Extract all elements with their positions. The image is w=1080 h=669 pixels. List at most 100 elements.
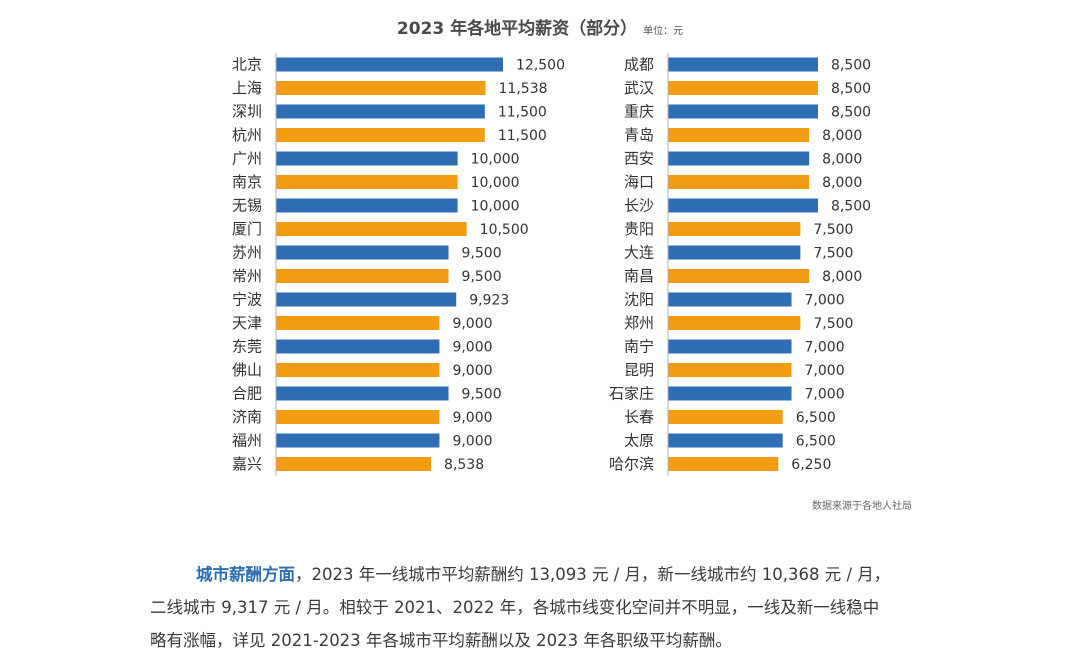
value-label: 8,000	[822, 269, 862, 285]
category-label: 沈阳	[624, 291, 654, 309]
bar	[276, 339, 440, 354]
chart-title-block: 2023 年各地平均薪资（部分） 单位：元	[0, 14, 1080, 39]
bar	[276, 104, 485, 119]
category-label: 郑州	[624, 314, 654, 332]
salary-chart: 2023 年各地平均薪资（部分） 单位：元 北京 12,500 上海 11,538 深圳 1…	[0, 14, 1080, 512]
bar	[668, 57, 818, 72]
chart-panel-right: 成都 8,500 武汉 8,500 重庆 8,500 青岛 8,000 西安 8,000 海口 8,0…	[609, 52, 871, 476]
category-label: 成都	[624, 56, 654, 74]
category-label: 海口	[624, 173, 654, 191]
value-label: 11,538	[499, 81, 548, 97]
value-label: 10,000	[471, 199, 520, 215]
paragraph-line-2: 二线城市 9,317 元 / 月。相较于 2021、2022 年，各城市线变化空…	[150, 598, 880, 617]
bar	[668, 245, 801, 260]
category-label: 昆明	[624, 361, 654, 379]
category-label: 长沙	[624, 197, 654, 215]
category-label: 西安	[624, 150, 654, 168]
category-label: 南昌	[624, 267, 654, 285]
value-label: 8,000	[822, 175, 862, 191]
body-paragraph: 城市薪酬方面，2023 年一线城市平均薪酬约 13,093 元 / 月，新一线城…	[150, 558, 940, 657]
value-label: 9,500	[462, 246, 502, 262]
value-label: 6,500	[796, 434, 836, 450]
category-label: 无锡	[232, 197, 262, 215]
category-label: 南宁	[624, 338, 654, 356]
value-label: 10,500	[480, 222, 529, 238]
bar	[668, 433, 783, 448]
bar	[276, 386, 449, 401]
value-label: 8,500	[831, 105, 871, 121]
value-label: 7,500	[813, 316, 853, 332]
bar	[668, 316, 801, 330]
value-label: 9,000	[452, 316, 492, 332]
bar	[668, 457, 779, 471]
bar	[668, 269, 810, 283]
category-label: 长春	[624, 408, 654, 426]
category-label: 哈尔滨	[609, 455, 654, 473]
bar	[668, 151, 810, 166]
category-label: 贵阳	[624, 220, 654, 238]
paragraph-line-1: 城市薪酬方面，2023 年一线城市平均薪酬约 13,093 元 / 月，新一线城…	[150, 558, 940, 591]
value-label: 11,500	[498, 128, 547, 144]
bar	[276, 363, 440, 377]
bar	[276, 410, 440, 424]
bar	[668, 81, 818, 95]
bar	[668, 363, 792, 377]
value-label: 6,250	[791, 457, 831, 473]
bar	[668, 128, 810, 142]
category-label: 重庆	[624, 103, 654, 121]
bar	[668, 198, 818, 213]
value-label: 8,500	[831, 58, 871, 74]
bar	[276, 292, 457, 307]
value-label: 8,538	[444, 457, 484, 473]
bar	[276, 457, 432, 471]
bar	[276, 222, 467, 236]
value-label: 7,500	[813, 246, 853, 262]
value-label: 12,500	[516, 58, 565, 74]
category-label: 济南	[232, 408, 262, 426]
chart-unit-label: 单位：元	[643, 26, 684, 37]
category-label: 石家庄	[609, 385, 654, 403]
category-label: 广州	[232, 150, 262, 168]
bar	[668, 386, 792, 401]
category-label: 嘉兴	[232, 455, 262, 473]
value-label: 9,500	[462, 269, 502, 285]
value-label: 8,500	[831, 199, 871, 215]
bar	[276, 128, 485, 142]
bar	[668, 410, 783, 424]
bar	[276, 175, 458, 189]
value-label: 10,000	[471, 152, 520, 168]
value-label: 7,500	[813, 222, 853, 238]
bar	[276, 316, 440, 330]
category-label: 合肥	[232, 385, 262, 403]
bar	[668, 222, 801, 236]
bar	[276, 57, 503, 72]
paragraph-line-1-text: ，2023 年一线城市平均薪酬约 13,093 元 / 月，新一线城市约 10,…	[295, 565, 891, 584]
value-label: 8,500	[831, 81, 871, 97]
chart-title: 2023 年各地平均薪资（部分）	[396, 19, 638, 39]
category-label: 北京	[232, 56, 262, 74]
category-label: 东莞	[232, 338, 262, 356]
bar	[668, 175, 810, 189]
bar	[276, 433, 440, 448]
category-label: 福州	[232, 432, 262, 450]
value-label: 7,000	[805, 363, 845, 379]
bar	[668, 104, 818, 119]
value-label: 6,500	[796, 410, 836, 426]
bar	[276, 198, 458, 213]
category-label: 南京	[232, 173, 262, 191]
value-label: 7,000	[805, 340, 845, 356]
bar-chart-svg: 北京 12,500 上海 11,538 深圳 11,500 杭州 11,500 广州 10,000…	[232, 52, 871, 476]
category-label: 常州	[232, 267, 262, 285]
value-label: 9,923	[469, 293, 509, 309]
paragraph-line-3: 略有涨幅，详见 2021-2023 年各城市平均薪酬以及 2023 年各职级平均…	[150, 631, 732, 650]
chart-panel-left: 北京 12,500 上海 11,538 深圳 11,500 杭州 11,500 广州 10,000…	[232, 52, 565, 476]
bar	[276, 245, 449, 260]
category-label: 深圳	[232, 103, 262, 121]
bar	[668, 339, 792, 354]
value-label: 11,500	[498, 105, 547, 121]
bar	[276, 269, 449, 283]
category-label: 宁波	[232, 291, 262, 309]
paragraph-heading: 城市薪酬方面	[196, 565, 295, 584]
value-label: 9,000	[452, 410, 492, 426]
category-label: 杭州	[232, 126, 262, 144]
